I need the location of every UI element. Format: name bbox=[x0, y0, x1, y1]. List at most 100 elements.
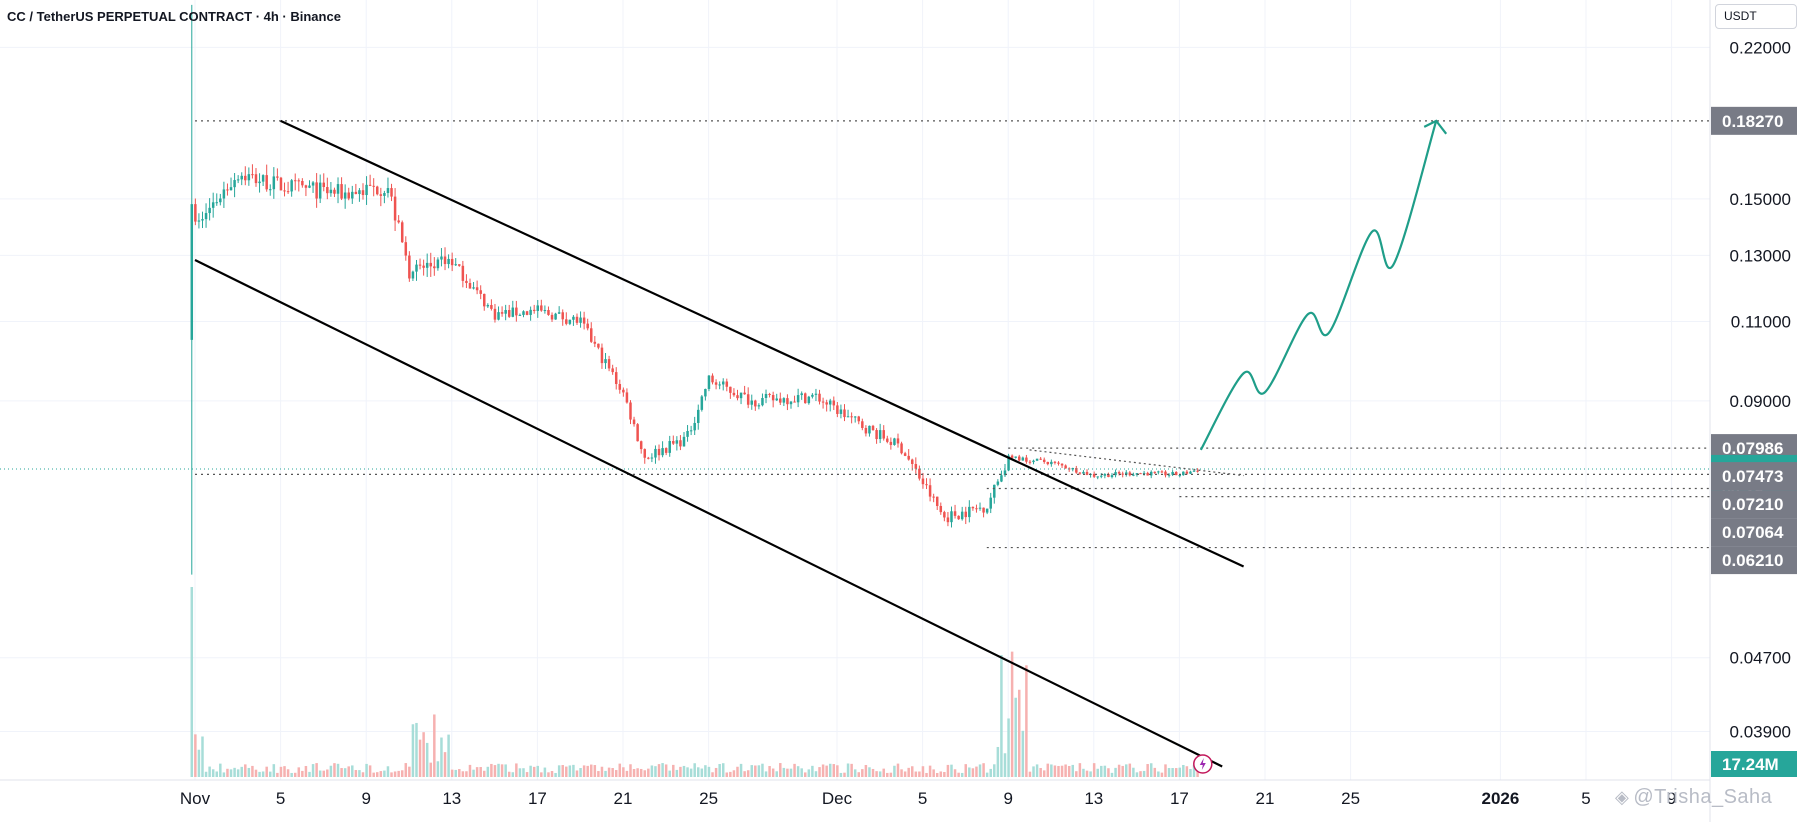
volume-bar bbox=[229, 769, 233, 777]
volume-bar bbox=[1178, 767, 1182, 777]
volume-bar bbox=[529, 765, 532, 777]
volume-bar bbox=[425, 742, 429, 777]
candle-body bbox=[1157, 471, 1160, 473]
candle-body bbox=[1160, 471, 1164, 473]
volume-bar bbox=[836, 765, 839, 777]
candle-body bbox=[661, 448, 664, 456]
candle-body bbox=[793, 401, 796, 403]
candle-body bbox=[957, 515, 960, 520]
x-tick-label: 9 bbox=[361, 789, 370, 808]
candle-body bbox=[211, 202, 215, 208]
candle-body bbox=[518, 314, 522, 316]
volume-bar bbox=[572, 764, 575, 777]
volume-bar bbox=[1075, 771, 1078, 777]
volume-bar bbox=[479, 767, 482, 777]
volume-bar bbox=[679, 766, 682, 777]
candle-body bbox=[811, 394, 814, 397]
x-tick-label: 9 bbox=[1003, 789, 1012, 808]
volume-bar bbox=[418, 739, 422, 777]
volume-bar bbox=[1142, 770, 1146, 777]
x-tick-label: 13 bbox=[1084, 789, 1103, 808]
candle-body bbox=[789, 401, 793, 405]
volume-bar bbox=[632, 769, 636, 777]
volume-bar bbox=[614, 770, 618, 777]
volume-bar bbox=[768, 766, 771, 777]
volume-bar bbox=[1182, 764, 1185, 777]
volume-bar bbox=[465, 771, 468, 777]
volume-bar bbox=[204, 771, 208, 777]
volume-bar bbox=[500, 764, 504, 777]
candle-body bbox=[746, 394, 750, 405]
volume-bar bbox=[832, 764, 836, 777]
candle-body bbox=[315, 182, 318, 199]
volume-bar bbox=[985, 772, 989, 777]
candle-body bbox=[582, 317, 586, 324]
volume-bar bbox=[1060, 765, 1064, 777]
candle-body bbox=[1003, 470, 1007, 476]
volume-bar bbox=[411, 724, 415, 777]
candle-body bbox=[657, 448, 661, 456]
candle-body bbox=[1167, 474, 1171, 476]
volume-bar bbox=[782, 767, 786, 777]
volume-bar bbox=[928, 765, 932, 777]
volume-bar bbox=[828, 763, 832, 777]
currency-selector-button[interactable]: USDT bbox=[1715, 4, 1797, 29]
volume-bar bbox=[436, 761, 440, 777]
volume-bar bbox=[721, 763, 725, 777]
candle-body bbox=[411, 271, 415, 279]
volume-bar bbox=[1028, 771, 1032, 777]
x-tick-label: 17 bbox=[1170, 789, 1189, 808]
volume-bar bbox=[597, 771, 600, 777]
candle-body bbox=[711, 375, 714, 383]
candle-body bbox=[561, 312, 564, 320]
volume-bar bbox=[1128, 763, 1132, 777]
candle-body bbox=[868, 425, 871, 434]
volume-bar bbox=[714, 767, 718, 777]
candle-body bbox=[1025, 457, 1028, 462]
level-price-tag bbox=[1711, 546, 1797, 575]
alert-bolt-icon bbox=[1199, 758, 1206, 770]
x-tick-label: 25 bbox=[699, 789, 718, 808]
channel-lower-line bbox=[194, 259, 1223, 768]
volume-bar bbox=[1025, 665, 1028, 777]
volume-bar bbox=[764, 771, 768, 777]
candle-body bbox=[843, 409, 846, 418]
candle-body bbox=[718, 384, 721, 386]
volume-bar bbox=[978, 764, 982, 777]
candle-body bbox=[358, 190, 361, 195]
volume-bar bbox=[1110, 772, 1114, 777]
candle-body bbox=[297, 180, 301, 182]
volume-bar bbox=[821, 764, 825, 777]
level-price-text: 0.07064 bbox=[1722, 523, 1784, 542]
volume-bar bbox=[565, 766, 568, 777]
candle-body bbox=[322, 182, 326, 188]
volume-bar bbox=[611, 768, 614, 777]
candle-body bbox=[804, 393, 807, 404]
volume-bar bbox=[618, 763, 622, 777]
price-axis-bg bbox=[1710, 0, 1815, 822]
candle-body bbox=[340, 184, 343, 199]
candle-body bbox=[301, 180, 304, 186]
volume-bar bbox=[376, 772, 379, 777]
volume-bar bbox=[971, 768, 975, 777]
candle-body bbox=[932, 496, 935, 498]
candle-body bbox=[907, 455, 910, 460]
candle-body bbox=[579, 317, 582, 323]
volume-bar bbox=[1007, 718, 1010, 777]
candle-body bbox=[864, 427, 868, 434]
candle-body bbox=[383, 193, 386, 196]
volume-bar bbox=[429, 762, 433, 777]
candle-body bbox=[928, 485, 932, 497]
candle-body bbox=[921, 478, 925, 485]
candle-body bbox=[208, 207, 211, 214]
volume-bar bbox=[582, 765, 586, 777]
candle-body bbox=[1028, 461, 1032, 463]
candle-body bbox=[639, 441, 643, 450]
volume-bar bbox=[622, 767, 625, 777]
x-tick-label: 21 bbox=[614, 789, 633, 808]
candle-body bbox=[515, 307, 518, 316]
volume-bar bbox=[261, 771, 265, 777]
candle-body bbox=[700, 396, 704, 410]
candle-body bbox=[450, 258, 454, 266]
